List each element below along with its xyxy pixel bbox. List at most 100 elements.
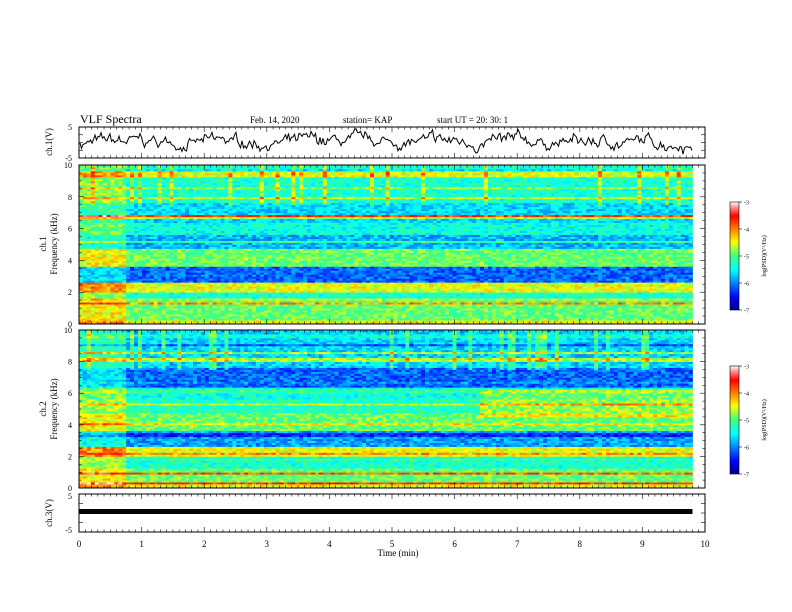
spectrogram-cell (185, 165, 190, 168)
spectrogram-cell (224, 296, 229, 299)
spectrogram-cell (193, 294, 198, 297)
spectrogram-cell (252, 274, 257, 277)
spectrogram-cell (193, 314, 198, 317)
spectrogram-cell (204, 302, 210, 305)
spectrogram-cell (185, 284, 190, 287)
spectrogram-cell (134, 200, 139, 204)
spectrogram-cell (134, 192, 139, 196)
spectrogram-cell (137, 214, 143, 218)
spectrogram-cell (232, 188, 237, 192)
spectrogram-cell (153, 244, 159, 247)
spectrogram-cell (130, 316, 135, 319)
spectrogram-cell (153, 250, 159, 253)
spectrogram-cell (141, 318, 147, 321)
spectrogram-cell (216, 198, 221, 202)
spectrogram-cell (259, 300, 265, 303)
spectrogram-cell (98, 280, 103, 283)
spectrogram-cell (185, 282, 190, 285)
spectrogram-cell (126, 236, 131, 239)
spectrogram-cell (252, 286, 257, 289)
spectrogram-cell (165, 194, 170, 198)
spectrogram-cell (173, 212, 178, 216)
spectrogram-cell (224, 268, 229, 271)
spectrogram-cell (181, 318, 186, 321)
spectrogram-cell (236, 172, 241, 176)
spectrogram-cell (130, 262, 135, 265)
spectrogram-cell (263, 264, 269, 267)
spectrogram-cell (267, 236, 273, 239)
spectrogram-cell (212, 246, 218, 249)
spectrogram-cell (224, 248, 229, 251)
spectrogram-cell (149, 206, 155, 210)
spectrogram-cell (153, 322, 159, 325)
spectrogram-cell (252, 314, 257, 317)
spectrogram-cell (98, 194, 103, 198)
spectrogram-cell (165, 256, 170, 259)
spectrogram-cell (208, 296, 214, 299)
spectrogram-cell (86, 308, 92, 311)
spectrogram-cell (126, 218, 131, 222)
spectrogram-cell (236, 258, 241, 261)
spectrogram-cell (165, 202, 170, 206)
spectrogram-cell (248, 264, 253, 267)
spectrogram-cell (177, 244, 182, 247)
spectrogram-cell (228, 270, 233, 273)
spectrogram-cell (157, 242, 162, 245)
spectrogram-cell (271, 286, 277, 289)
spectrogram-cell (232, 292, 237, 295)
spectrogram-cell (240, 292, 245, 295)
spectrogram-cell (259, 314, 265, 317)
spectrogram-cell (177, 240, 182, 243)
spectrogram-cell (193, 196, 198, 200)
spectrogram-cell (82, 284, 88, 287)
spectrogram-cell (102, 280, 107, 283)
spectrogram-cell (82, 294, 88, 297)
spectrogram-cell (165, 220, 170, 224)
spectrogram-cell (141, 188, 147, 192)
spectrogram-cell (212, 228, 218, 231)
spectrogram-cell (271, 188, 277, 192)
spectrogram-cell (173, 165, 178, 168)
spectrogram-cell (200, 194, 206, 198)
spectrogram-cell (185, 186, 190, 190)
spectrogram-cell (157, 236, 162, 239)
spectrogram-cell (255, 270, 261, 273)
spectrogram-cell (252, 166, 257, 170)
spectrogram-cell (200, 282, 206, 285)
spectrogram-cell (193, 182, 198, 186)
spectrogram-cell (106, 268, 111, 271)
spectrogram-cell (157, 220, 162, 224)
spectrogram-cell (86, 170, 92, 174)
spectrogram-cell (248, 272, 253, 275)
spectrogram-cell (200, 202, 206, 206)
spectrogram-cell (94, 196, 100, 200)
spectrogram-cell (79, 244, 84, 247)
spectrogram-cell (82, 286, 88, 289)
spectrogram-cell (216, 292, 221, 295)
spectrogram-cell (255, 228, 261, 231)
spectrogram-cell (204, 204, 210, 208)
spectrogram-cell (149, 238, 155, 241)
spectrogram-cell (236, 306, 241, 309)
spectrogram-cell (114, 194, 119, 198)
spectrogram-cell (157, 172, 162, 176)
spectrogram-cell (255, 180, 261, 184)
spectrogram-cell (126, 234, 131, 237)
spectrogram-cell (259, 298, 265, 301)
spectrogram-cell (145, 238, 151, 241)
spectrogram-cell (86, 232, 92, 235)
spectrogram-cell (153, 306, 159, 309)
spectrogram-cell (263, 294, 269, 297)
spectrogram-cell (216, 268, 221, 271)
spectrogram-cell (110, 250, 115, 253)
spectrogram-cell (86, 210, 92, 214)
spectrogram-cell (196, 298, 202, 301)
spectrogram-cell (244, 284, 249, 287)
spectrogram-cell (82, 246, 88, 249)
spectrogram-cell (189, 302, 194, 305)
spectrogram-cell (267, 260, 273, 263)
spectrogram-cell (130, 272, 135, 275)
spectrogram-cell (200, 186, 206, 190)
spectrogram-cell (185, 202, 190, 206)
spectrogram-cell (220, 174, 225, 178)
